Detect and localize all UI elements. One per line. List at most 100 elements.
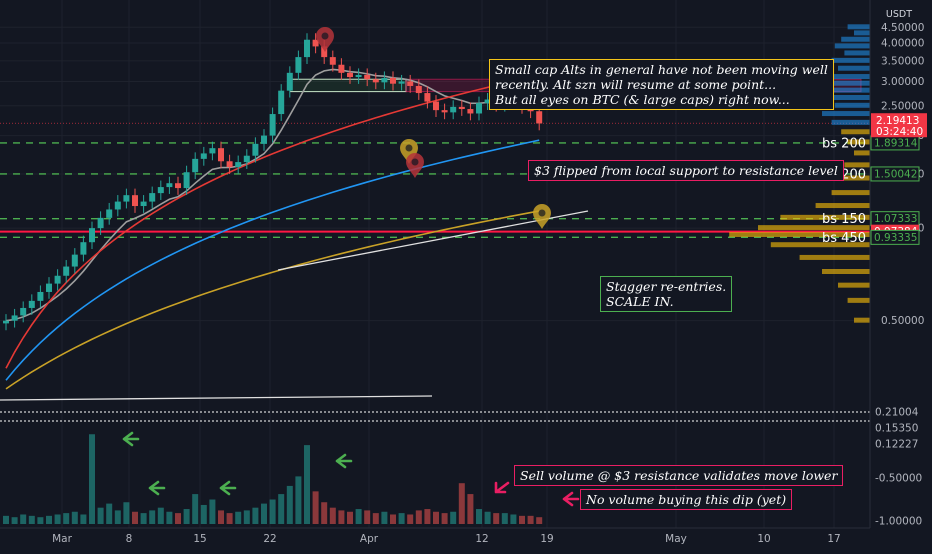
x-tick-label: 10	[757, 533, 770, 545]
volume-bar	[175, 513, 181, 524]
note-sellvol-text: Sell volume @ $3 resistance validates mo…	[520, 468, 838, 483]
candle-body	[536, 111, 543, 124]
volume-profile-bar	[834, 102, 870, 108]
note-novol-text: No volume buying this dip (yet)	[586, 492, 787, 507]
price-level-tag-box	[870, 229, 920, 245]
volume-bar	[467, 494, 474, 524]
volume-bar	[80, 514, 87, 524]
candle-body	[106, 209, 113, 218]
volume-bar	[519, 515, 525, 524]
candle-body	[11, 315, 18, 321]
candle-body	[200, 153, 207, 159]
volume-bar	[54, 514, 61, 524]
candle-body	[149, 193, 156, 202]
candle-body	[166, 183, 173, 188]
y-tick-label: 0.50000	[881, 315, 924, 327]
x-tick-label: Apr	[360, 533, 379, 545]
x-tick-label: 22	[263, 533, 276, 545]
volume-bar	[381, 511, 388, 524]
volume-bar	[476, 509, 482, 524]
volume-profile-bar	[822, 111, 870, 117]
volume-bar	[140, 513, 147, 524]
volume-profile-bar	[847, 297, 870, 303]
base-trendline	[0, 395, 433, 401]
volume-bar	[3, 515, 9, 524]
candle-body	[338, 64, 345, 73]
candle-body	[467, 109, 474, 114]
marker-pin-hole	[411, 158, 419, 166]
arrow-icon	[219, 480, 237, 496]
lower-scale-label: 0.15350	[875, 423, 918, 435]
volume-profile-bar	[854, 150, 870, 156]
volume-bar	[123, 502, 130, 524]
candle-body	[235, 162, 242, 168]
volume-bar	[261, 503, 267, 524]
volume-profile-bar	[854, 317, 870, 323]
volume-bar	[89, 434, 95, 524]
volume-profile-bar	[831, 57, 870, 63]
candle-body	[269, 114, 276, 136]
volume-bar	[458, 483, 465, 524]
candle-body	[364, 74, 371, 80]
y-tick-label: 4.00000	[881, 38, 924, 50]
current-price-box	[871, 113, 927, 138]
y-tick-label: 4.50000	[881, 22, 924, 34]
candle-body	[243, 155, 250, 163]
candle-body	[3, 320, 9, 324]
y-tick-label: 2.50000	[881, 100, 924, 112]
volume-bar	[433, 511, 439, 524]
volume-bar	[63, 513, 70, 524]
volume-bar	[338, 510, 345, 524]
trendlines	[0, 210, 589, 401]
candle-body	[80, 242, 87, 255]
volume-bar	[286, 485, 293, 524]
x-tick-label: 15	[193, 533, 206, 545]
lower-scale-label: -1.00000	[875, 516, 922, 528]
candles	[3, 33, 543, 331]
volume-bar	[295, 476, 302, 524]
volume-bar	[243, 510, 250, 524]
candle-body	[132, 195, 138, 207]
volume-bar	[226, 513, 233, 524]
arrow-icon	[562, 491, 580, 507]
candle-body	[175, 183, 181, 189]
volume-bar	[364, 510, 371, 524]
volume-bar	[218, 510, 224, 524]
candle-body	[295, 57, 302, 73]
volume-bar	[114, 510, 121, 524]
volume-bar	[166, 511, 173, 524]
volume-bar	[347, 511, 353, 524]
candle-body	[355, 74, 362, 78]
candle-body	[278, 90, 285, 115]
candle-body	[312, 39, 319, 47]
arrows	[122, 431, 580, 507]
volume-profile-bar	[844, 162, 870, 168]
volume-bar	[71, 511, 78, 524]
lower-scale-label: 0.12227	[875, 439, 918, 451]
candle-body	[407, 81, 414, 86]
candle-body	[304, 39, 310, 58]
marker-pin-hole	[405, 144, 413, 152]
volume-bar	[149, 510, 156, 524]
candle-body	[321, 46, 328, 58]
candle-body	[114, 201, 121, 210]
volume-profile-bar	[822, 268, 870, 274]
axis-background	[870, 0, 932, 550]
volume-bar	[493, 513, 500, 524]
volume-bar	[183, 509, 190, 524]
candle-body	[484, 99, 491, 104]
x-tick-label: 19	[540, 533, 553, 545]
candle-body	[441, 110, 448, 113]
moving-averages	[5, 68, 540, 390]
volume-profile-bar	[799, 254, 870, 260]
candle-body	[157, 187, 164, 194]
x-tick-label: 17	[827, 533, 840, 545]
volume-profile-bar	[758, 225, 870, 231]
volume-profile-bar	[828, 95, 870, 101]
candle-body	[123, 195, 130, 202]
candle-body	[476, 103, 482, 114]
volume-profile-bar	[834, 43, 870, 49]
volume-bar	[46, 515, 52, 524]
volume-bar	[11, 517, 18, 524]
